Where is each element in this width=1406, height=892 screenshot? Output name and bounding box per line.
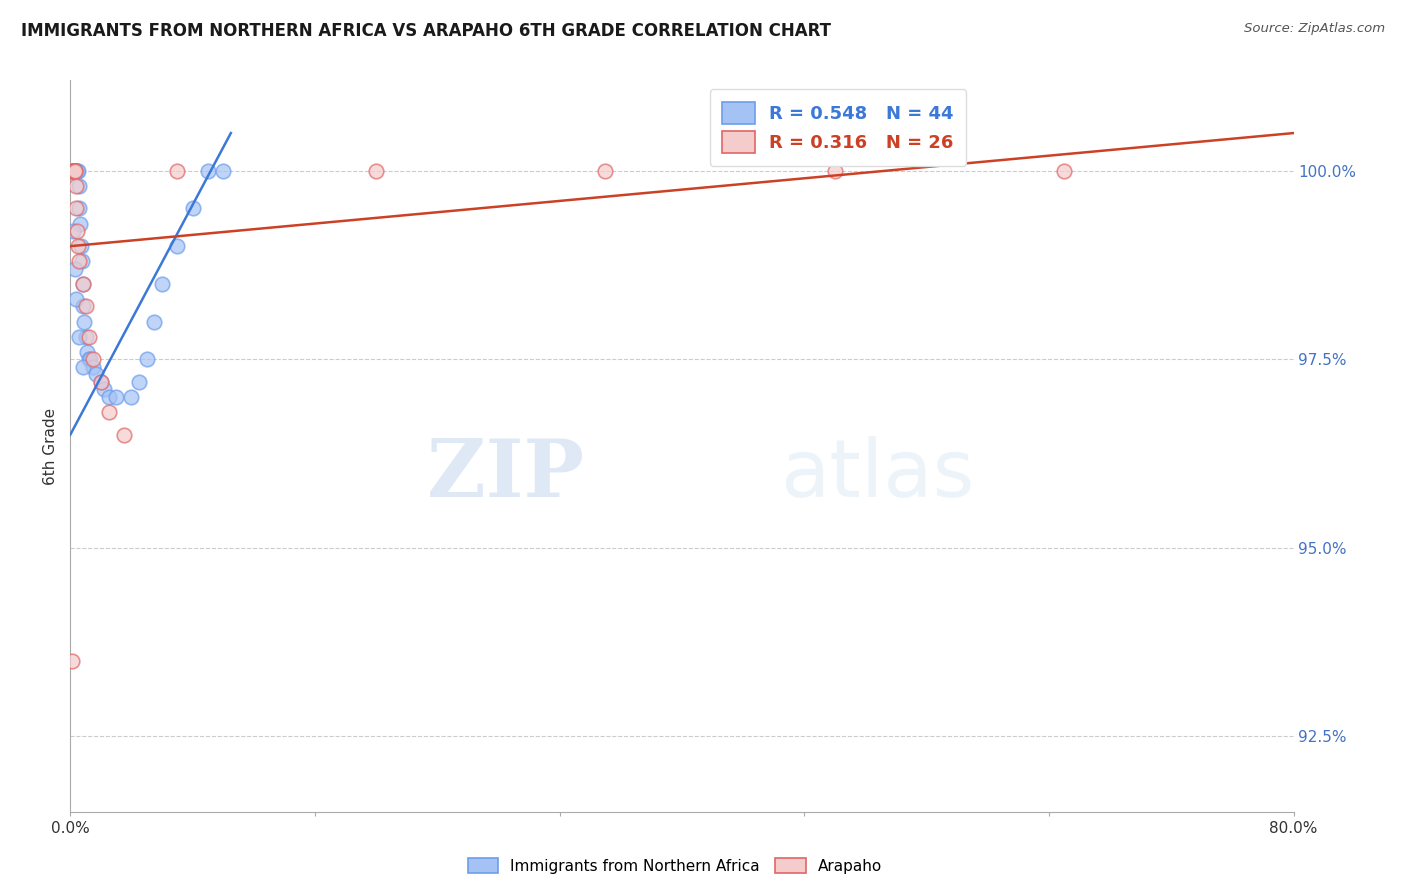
Point (77, 352, 100, 367)
Point (72, 277, 94, 291)
Point (62, 224, 84, 238)
Point (181, 202, 204, 216)
Point (105, 390, 128, 404)
Point (77, 329, 100, 343)
Point (72, 359, 94, 374)
Point (824, 163, 846, 178)
Point (66, 163, 89, 178)
Point (70, 239, 93, 253)
Point (72, 300, 94, 314)
Point (75, 329, 97, 343)
Point (65, 178, 87, 193)
Point (62, 163, 84, 178)
Point (166, 163, 188, 178)
Point (82, 359, 104, 374)
Point (65, 163, 87, 178)
Point (62, 163, 84, 178)
Y-axis label: 6th Grade: 6th Grade (44, 408, 59, 484)
Point (69, 202, 91, 216)
Point (63, 163, 86, 178)
Point (63, 163, 86, 178)
Point (97, 390, 120, 404)
Point (66, 163, 89, 178)
Point (66, 239, 89, 253)
Point (69, 254, 91, 268)
Point (84, 368, 107, 382)
Point (70, 254, 93, 268)
Point (62, 163, 84, 178)
Point (121, 390, 143, 404)
Text: IMMIGRANTS FROM NORTHERN AFRICA VS ARAPAHO 6TH GRADE CORRELATION CHART: IMMIGRANTS FROM NORTHERN AFRICA VS ARAPA… (21, 22, 831, 40)
Point (63, 163, 86, 178)
Point (150, 277, 173, 291)
Point (66, 224, 89, 238)
Point (63, 261, 86, 276)
Point (63, 163, 86, 178)
Point (62, 163, 84, 178)
Point (65, 202, 87, 216)
Point (212, 163, 235, 178)
Text: Source: ZipAtlas.com: Source: ZipAtlas.com (1244, 22, 1385, 36)
Point (128, 375, 150, 389)
Text: atlas: atlas (780, 436, 974, 515)
Point (135, 352, 157, 367)
Point (112, 427, 135, 442)
Point (93, 383, 115, 397)
Point (60, 163, 83, 178)
Point (72, 277, 94, 291)
Text: ZIP: ZIP (427, 436, 583, 515)
Point (73, 315, 96, 329)
Point (75, 300, 97, 314)
Point (366, 163, 388, 178)
Point (595, 163, 617, 178)
Point (197, 163, 219, 178)
Point (62, 163, 84, 178)
Point (67, 178, 90, 193)
Point (1053, 163, 1076, 178)
Point (82, 352, 104, 367)
Legend: Immigrants from Northern Africa, Arapaho: Immigrants from Northern Africa, Arapaho (461, 852, 889, 880)
Point (97, 405, 120, 419)
Point (76, 344, 98, 359)
Point (143, 315, 166, 329)
Point (65, 292, 87, 306)
Point (65, 163, 87, 178)
Legend: R = 0.548   N = 44, R = 0.316   N = 26: R = 0.548 N = 44, R = 0.316 N = 26 (710, 89, 966, 166)
Point (60, 654, 83, 668)
Point (90, 375, 112, 389)
Point (166, 239, 188, 253)
Point (63, 163, 86, 178)
Point (66, 163, 89, 178)
Point (69, 329, 91, 343)
Point (90, 375, 112, 389)
Point (62, 163, 84, 178)
Point (62, 163, 84, 178)
Point (79, 352, 101, 367)
Point (65, 163, 87, 178)
Point (69, 217, 91, 231)
Point (63, 163, 86, 178)
